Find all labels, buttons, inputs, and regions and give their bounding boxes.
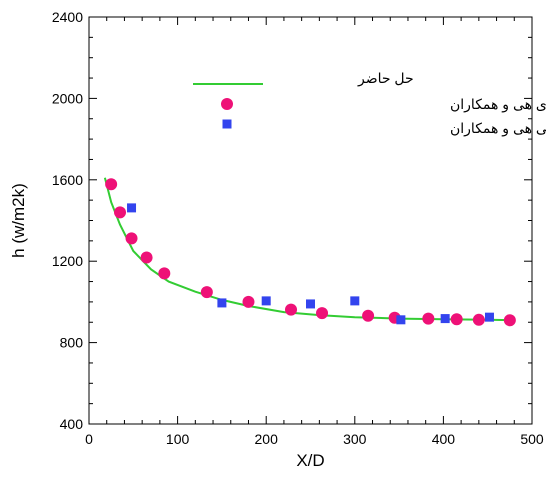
experimental-result-point xyxy=(396,315,406,325)
numerical-result-point xyxy=(125,232,138,245)
experimental-result-point xyxy=(261,296,271,306)
series-line-current-solution xyxy=(103,177,510,322)
x-tick-label: 400 xyxy=(432,431,456,447)
y-tick-label: 400 xyxy=(60,416,84,432)
legend-label-numerical-results: نتایج عددی هی و همکاران xyxy=(450,96,546,113)
experimental-result-point xyxy=(306,299,315,309)
plot-area xyxy=(103,177,516,327)
numerical-result-point xyxy=(450,313,463,326)
numerical-result-point xyxy=(158,267,171,280)
experimental-result-point xyxy=(217,298,227,308)
y-axis-title: h (w/m2k) xyxy=(9,183,28,258)
experimental-results-points xyxy=(127,203,494,325)
y-tick-labels: 400 800 1200 1600 2000 2400 xyxy=(52,9,83,432)
numerical-result-point xyxy=(503,314,516,327)
experimental-result-point xyxy=(350,296,360,306)
major-ticks xyxy=(88,16,533,425)
y-tick-label: 2400 xyxy=(52,9,83,25)
y-tick-label: 1200 xyxy=(52,253,83,269)
numerical-result-point xyxy=(105,178,118,191)
legend-swatch-experimental-results xyxy=(222,119,232,129)
x-axis-title: X/D xyxy=(296,451,324,470)
y-tick-label: 2000 xyxy=(52,90,83,106)
legend-label-experimental-results: نتایج تجربی هی و همکاران xyxy=(450,120,546,137)
legend: حل حاضر نتایج عددی هی و همکاران نتایج تج… xyxy=(193,70,546,137)
numerical-result-point xyxy=(422,312,435,325)
numerical-result-point xyxy=(200,286,213,299)
experimental-result-point xyxy=(127,203,137,213)
minor-ticks xyxy=(89,17,532,424)
legend-swatch-numerical-results xyxy=(221,98,233,110)
experimental-result-point xyxy=(440,314,450,324)
numerical-result-point xyxy=(242,295,255,308)
plot-frame xyxy=(88,16,533,425)
numerical-results-points xyxy=(105,178,516,327)
numerical-result-point xyxy=(140,251,153,264)
experimental-result-point xyxy=(484,312,494,322)
numerical-result-point xyxy=(472,313,485,326)
numerical-result-point xyxy=(114,206,127,219)
x-tick-label: 500 xyxy=(520,431,544,447)
x-tick-label: 100 xyxy=(166,431,190,447)
y-tick-label: 800 xyxy=(60,335,84,351)
x-tick-label: 0 xyxy=(85,431,93,447)
numerical-result-point xyxy=(285,303,298,316)
x-tick-labels: 0 100 200 300 400 500 xyxy=(85,431,544,447)
y-tick-label: 1600 xyxy=(52,172,83,188)
x-tick-label: 200 xyxy=(255,431,279,447)
legend-label-current-solution: حل حاضر xyxy=(357,70,414,87)
numerical-result-point xyxy=(362,309,375,322)
numerical-result-point xyxy=(316,307,329,320)
x-tick-label: 300 xyxy=(343,431,367,447)
